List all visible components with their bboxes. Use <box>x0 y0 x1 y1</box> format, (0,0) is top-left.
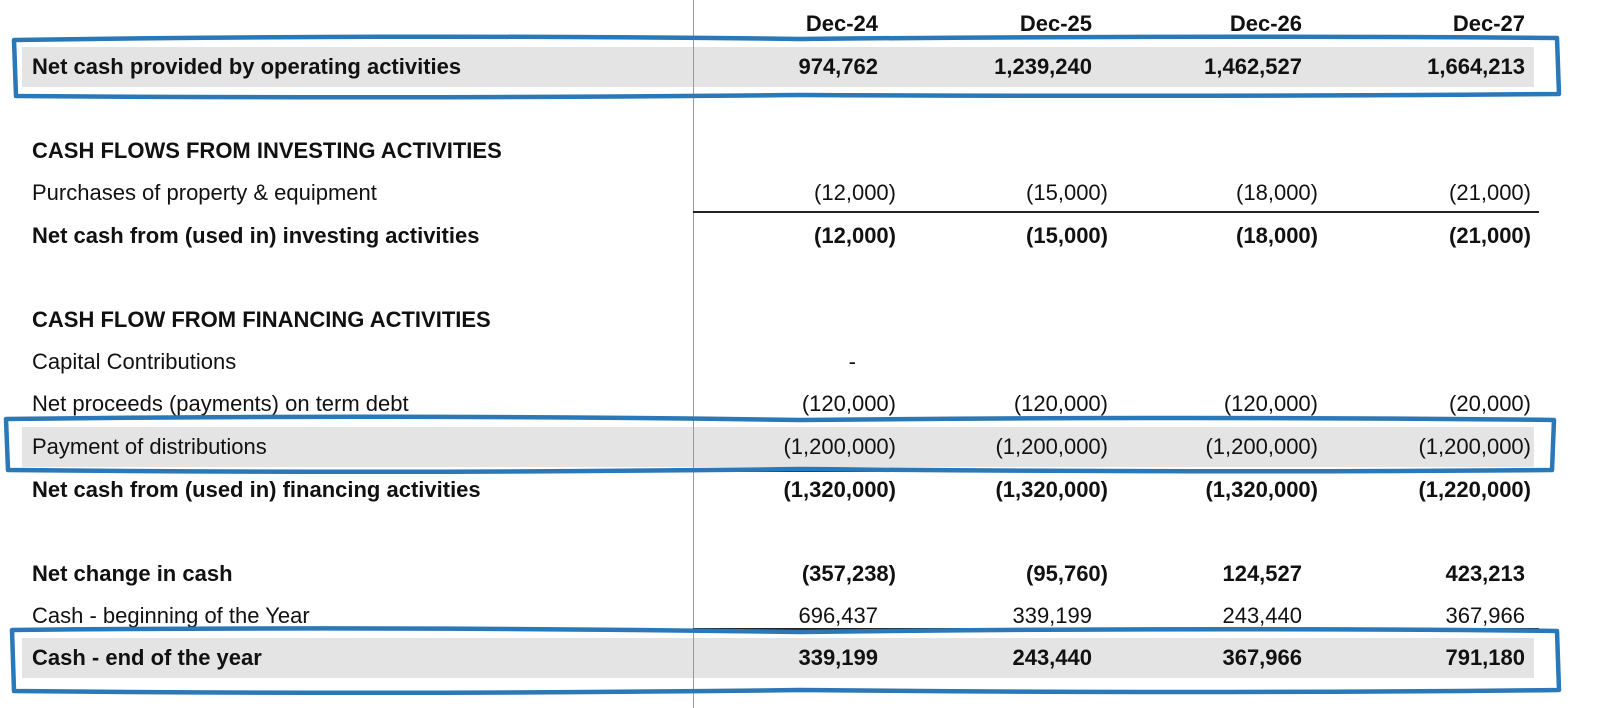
column-header-dec-25: Dec-25 <box>1019 11 1092 36</box>
value-dec-26: (1,320,000) <box>1205 477 1318 502</box>
value-dec-25: (1,320,000) <box>995 477 1108 502</box>
value-dec-27: (21,000) <box>1449 180 1531 205</box>
value-dec-26: (120,000) <box>1223 391 1318 416</box>
value-dec-25: 1,239,240 <box>994 54 1092 79</box>
value-dec-27: 791,180 <box>1445 645 1525 670</box>
row-term-debt: Net proceeds (payments) on term debt (12… <box>0 384 1600 424</box>
value-dec-26: 243,440 <box>1222 603 1302 628</box>
value-dec-26: (1,200,000) <box>1205 434 1318 459</box>
value-dec-27: 1,664,213 <box>1427 54 1525 79</box>
value-dec-25: 243,440 <box>1012 645 1092 670</box>
value-dec-24: 339,199 <box>798 645 878 670</box>
row-cash-end: Cash - end of the year 339,199 243,440 3… <box>0 638 1600 678</box>
value-dec-24: (12,000) <box>814 180 896 205</box>
row-net-change-cash: Net change in cash (357,238) (95,760) 12… <box>0 554 1600 594</box>
row-payment-distributions: Payment of distributions (1,200,000) (1,… <box>0 427 1600 467</box>
value-dec-27: (20,000) <box>1449 391 1531 416</box>
column-header-dec-26: Dec-26 <box>1229 11 1302 36</box>
value-dec-25: (120,000) <box>1013 391 1108 416</box>
value-dec-24: (1,320,000) <box>783 477 896 502</box>
row-label: Payment of distributions <box>32 434 267 459</box>
value-dec-27: (1,200,000) <box>1418 434 1531 459</box>
row-label: Cash - end of the year <box>32 645 262 670</box>
value-dec-26: (18,000) <box>1236 223 1318 248</box>
subtotal-rule-investing <box>693 211 1539 213</box>
column-header-dec-24: Dec-24 <box>805 11 878 36</box>
value-dec-26: 1,462,527 <box>1204 54 1302 79</box>
value-dec-26: (18,000) <box>1236 180 1318 205</box>
value-dec-24: - <box>848 349 856 374</box>
row-net-cash-financing: Net cash from (used in) financing activi… <box>0 470 1600 510</box>
value-dec-24: (1,200,000) <box>783 434 896 459</box>
value-dec-26: 367,966 <box>1222 645 1302 670</box>
value-dec-27: (21,000) <box>1449 223 1531 248</box>
section-heading-investing: CASH FLOWS FROM INVESTING ACTIVITIES <box>0 131 1600 171</box>
section-heading-label: CASH FLOW FROM FINANCING ACTIVITIES <box>32 307 491 332</box>
row-net-cash-operating: Net cash provided by operating activitie… <box>0 47 1600 87</box>
row-cash-beginning: Cash - beginning of the Year 696,437 339… <box>0 596 1600 636</box>
value-dec-24: 696,437 <box>798 603 878 628</box>
value-dec-24: 974,762 <box>798 54 878 79</box>
row-label: Capital Contributions <box>32 349 237 374</box>
row-label: Net proceeds (payments) on term debt <box>32 391 409 416</box>
value-dec-24: (12,000) <box>814 223 896 248</box>
value-dec-25: (1,200,000) <box>995 434 1108 459</box>
row-label: Net cash from (used in) investing activi… <box>32 223 480 248</box>
row-label: Net cash provided by operating activitie… <box>32 54 462 79</box>
value-dec-27: 367,966 <box>1445 603 1525 628</box>
row-label: Net change in cash <box>32 561 233 586</box>
row-label: Net cash from (used in) financing activi… <box>32 477 481 502</box>
column-header-dec-27: Dec-27 <box>1452 11 1525 36</box>
value-dec-25: (95,760) <box>1026 561 1108 586</box>
row-purchases-property: Purchases of property & equipment (12,00… <box>0 173 1600 213</box>
value-dec-24: (120,000) <box>801 391 896 416</box>
value-dec-25: (15,000) <box>1026 223 1108 248</box>
column-divider <box>693 0 694 708</box>
row-net-cash-investing: Net cash from (used in) investing activi… <box>0 216 1600 256</box>
section-heading-label: CASH FLOWS FROM INVESTING ACTIVITIES <box>32 138 502 163</box>
row-label: Cash - beginning of the Year <box>32 603 310 628</box>
section-heading-financing: CASH FLOW FROM FINANCING ACTIVITIES <box>0 300 1600 340</box>
value-dec-27: 423,213 <box>1445 561 1525 586</box>
row-label: Purchases of property & equipment <box>32 180 377 205</box>
value-dec-25: 339,199 <box>1012 603 1092 628</box>
value-dec-24: (357,238) <box>801 561 896 586</box>
row-capital-contributions: Capital Contributions - <box>0 342 1600 382</box>
value-dec-27: (1,220,000) <box>1418 477 1531 502</box>
value-dec-26: 124,527 <box>1222 561 1302 586</box>
value-dec-25: (15,000) <box>1026 180 1108 205</box>
